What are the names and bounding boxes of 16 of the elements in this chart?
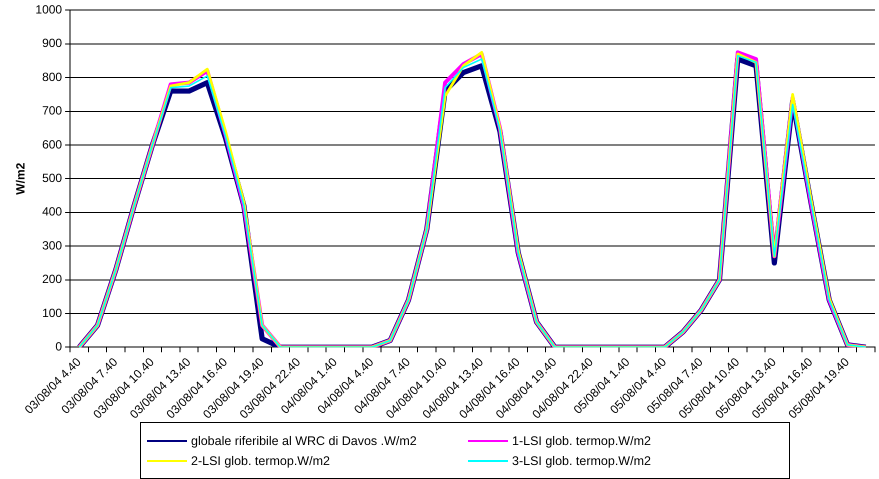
legend-label: 3-LSI glob. termop.W/m2 <box>512 454 651 468</box>
y-tick-label: 600 <box>42 137 62 152</box>
y-tick-label: 800 <box>42 70 62 84</box>
legend-label: 1-LSI glob. termop.W/m2 <box>512 434 651 448</box>
y-tick-label: 0 <box>55 340 62 354</box>
legend-label: globale riferibile al WRC di Davos .W/m2 <box>191 434 417 448</box>
y-tick-label: 100 <box>42 306 62 320</box>
y-tick-label: 400 <box>42 204 62 219</box>
legend-label: 2-LSI glob. termop.W/m2 <box>191 454 330 468</box>
y-tick-label: 900 <box>42 36 62 50</box>
y-tick-label: 1000 <box>35 2 62 17</box>
y-axis-title: W/m2 <box>14 162 28 195</box>
y-tick-label: 300 <box>42 238 62 252</box>
y-tick-label: 200 <box>42 272 62 286</box>
y-tick-label: 700 <box>42 104 62 118</box>
y-tick-label: 500 <box>42 171 62 186</box>
